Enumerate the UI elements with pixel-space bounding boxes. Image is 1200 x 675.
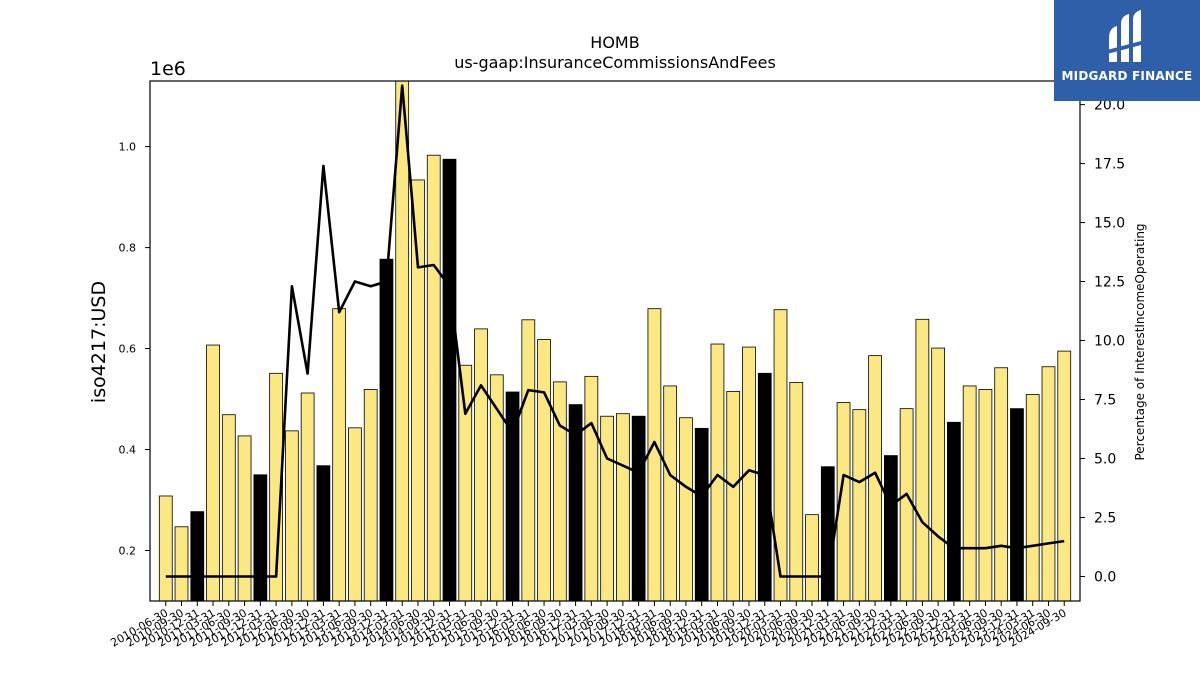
- y-tick-label: 0.4: [119, 444, 137, 457]
- bar: [852, 409, 867, 602]
- y2-tick-label: 5.0: [1094, 451, 1116, 467]
- bar: [962, 385, 977, 602]
- bar: [726, 391, 741, 602]
- bar: [647, 308, 662, 602]
- bar: [316, 465, 331, 602]
- bar: [679, 417, 693, 602]
- bar: [537, 339, 551, 602]
- y2-tick-label: 15.0: [1094, 216, 1125, 232]
- bar: [663, 385, 678, 602]
- y-axis-ticks: 0.2 0.4 0.6 0.8 1.0: [119, 141, 150, 558]
- chart-subtitle: us-gaap:InsuranceCommissionsAndFees: [454, 53, 776, 72]
- bar: [757, 372, 772, 602]
- bar: [616, 413, 630, 602]
- chart-title: HOMB: [590, 33, 639, 52]
- y-axis-label: iso4217:USD: [88, 281, 110, 403]
- y2-tick-label: 7.5: [1094, 393, 1116, 409]
- bar: [363, 389, 378, 602]
- bar: [789, 381, 804, 602]
- bar: [474, 328, 488, 602]
- brand-logo: MIDGARD FINANCE: [1054, 0, 1200, 101]
- bar: [899, 408, 914, 602]
- bar: [395, 80, 410, 602]
- y-tick-label: 0.2: [119, 545, 137, 558]
- bar: [931, 347, 945, 602]
- bar: [253, 474, 268, 602]
- bar: [978, 389, 993, 602]
- y2-axis-ticks: 0.0 2.5 5.0 7.5 10.0 12.5 15.0 17.5 20.0: [1080, 98, 1125, 585]
- bar: [773, 309, 788, 602]
- logo-text: MIDGARD FINANCE: [1061, 69, 1193, 83]
- bar: [584, 375, 599, 602]
- bar: [883, 455, 898, 602]
- bar: [442, 158, 457, 602]
- bar: [411, 179, 425, 602]
- y2-tick-label: 12.5: [1094, 275, 1125, 291]
- bar: [710, 343, 725, 602]
- y-tick-label: 1.0: [119, 141, 137, 154]
- bar: [820, 466, 835, 602]
- bar: [631, 415, 646, 602]
- bar: [1010, 408, 1024, 602]
- y2-tick-label: 2.5: [1094, 510, 1116, 526]
- bar: [1041, 366, 1056, 602]
- bar-series: [158, 80, 1072, 602]
- midgard-logo-icon: [1107, 10, 1145, 62]
- plot-frame: [149, 80, 1081, 602]
- y-tick-label: 0.8: [119, 242, 137, 255]
- y-tick-label: 0.6: [119, 343, 137, 356]
- bar: [947, 421, 961, 602]
- y2-tick-label: 20.0: [1094, 98, 1125, 114]
- bar: [190, 511, 205, 602]
- bar: [300, 392, 315, 602]
- bar: [221, 414, 236, 602]
- bar: [805, 514, 819, 602]
- y2-tick-label: 10.0: [1094, 334, 1125, 350]
- bar: [174, 526, 189, 602]
- y2-axis-label: Percentage of InterestIncomeOperating: [1133, 223, 1147, 460]
- y2-tick-label: 0.0: [1094, 569, 1116, 585]
- bar: [426, 154, 441, 602]
- bar: [694, 427, 709, 602]
- bar: [332, 308, 347, 602]
- bar: [915, 318, 930, 602]
- bar: [206, 344, 220, 602]
- y2-tick-label: 17.5: [1094, 157, 1125, 173]
- percentage-line: [165, 84, 1065, 578]
- bar: [458, 364, 473, 602]
- bar: [868, 355, 882, 602]
- x-axis-ticks: 2010-06-302010-09-302010-12-312011-03-31…: [108, 601, 1069, 650]
- bar: [284, 430, 299, 602]
- percentage-line-path: [165, 84, 1065, 578]
- bar: [379, 258, 394, 602]
- bar: [348, 427, 362, 602]
- bar: [521, 319, 536, 602]
- bar: [158, 495, 173, 602]
- y-scale-label: 1e6: [150, 58, 186, 80]
- bar: [1025, 394, 1040, 602]
- bar: [994, 367, 1009, 602]
- bar: [600, 415, 614, 602]
- bar: [1057, 350, 1072, 602]
